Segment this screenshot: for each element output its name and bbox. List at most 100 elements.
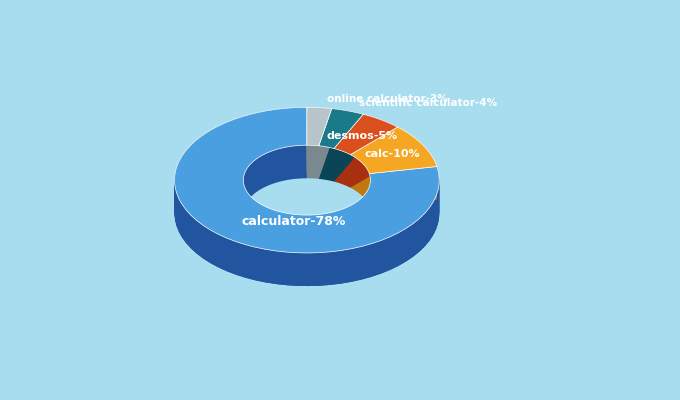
- Polygon shape: [319, 142, 363, 182]
- Polygon shape: [350, 132, 437, 178]
- Polygon shape: [334, 131, 398, 171]
- Polygon shape: [334, 132, 398, 172]
- Polygon shape: [334, 138, 398, 179]
- Polygon shape: [307, 116, 332, 155]
- Polygon shape: [334, 130, 398, 170]
- Polygon shape: [319, 138, 363, 178]
- Polygon shape: [307, 135, 332, 173]
- Polygon shape: [307, 107, 332, 142]
- Polygon shape: [334, 142, 398, 182]
- Polygon shape: [175, 110, 439, 255]
- Polygon shape: [175, 115, 439, 261]
- Polygon shape: [334, 128, 398, 169]
- Polygon shape: [334, 144, 398, 184]
- Polygon shape: [175, 111, 439, 256]
- Text: desmos-5%: desmos-5%: [326, 130, 398, 140]
- Polygon shape: [175, 127, 439, 273]
- Polygon shape: [319, 140, 363, 180]
- Polygon shape: [175, 132, 439, 277]
- Polygon shape: [319, 125, 363, 165]
- Polygon shape: [319, 122, 363, 162]
- Polygon shape: [307, 129, 332, 168]
- Polygon shape: [175, 114, 439, 260]
- Polygon shape: [307, 125, 332, 164]
- Polygon shape: [175, 120, 439, 265]
- Polygon shape: [175, 120, 439, 266]
- Polygon shape: [334, 145, 398, 186]
- Polygon shape: [319, 109, 363, 148]
- Polygon shape: [350, 127, 437, 174]
- Polygon shape: [307, 136, 332, 174]
- Polygon shape: [175, 139, 439, 285]
- Polygon shape: [350, 149, 437, 196]
- Polygon shape: [350, 132, 437, 179]
- Text: calculator-78%: calculator-78%: [241, 215, 346, 228]
- Polygon shape: [307, 120, 332, 158]
- Polygon shape: [307, 114, 332, 152]
- Polygon shape: [350, 152, 437, 199]
- Polygon shape: [334, 121, 398, 161]
- Polygon shape: [334, 115, 398, 156]
- Text: online calculator-3%: online calculator-3%: [328, 94, 448, 104]
- Polygon shape: [307, 133, 332, 171]
- Polygon shape: [319, 133, 363, 173]
- Polygon shape: [350, 139, 437, 186]
- Polygon shape: [307, 139, 332, 178]
- Polygon shape: [350, 135, 437, 181]
- Polygon shape: [175, 133, 439, 278]
- Polygon shape: [307, 108, 332, 147]
- Polygon shape: [334, 125, 398, 166]
- Polygon shape: [307, 113, 332, 151]
- Polygon shape: [334, 138, 398, 178]
- Polygon shape: [350, 145, 437, 191]
- Polygon shape: [350, 142, 437, 189]
- Polygon shape: [307, 126, 332, 164]
- Polygon shape: [307, 115, 332, 154]
- Polygon shape: [319, 134, 363, 174]
- Polygon shape: [319, 121, 363, 161]
- Text: calc-10%: calc-10%: [365, 149, 420, 159]
- Polygon shape: [334, 126, 398, 167]
- Polygon shape: [334, 136, 398, 177]
- Polygon shape: [319, 127, 363, 167]
- Polygon shape: [350, 150, 437, 197]
- Polygon shape: [334, 123, 398, 164]
- Polygon shape: [307, 120, 332, 159]
- Polygon shape: [319, 115, 363, 155]
- Polygon shape: [350, 155, 437, 201]
- Polygon shape: [334, 116, 398, 157]
- Polygon shape: [307, 118, 332, 157]
- Polygon shape: [175, 124, 439, 270]
- Polygon shape: [175, 136, 439, 282]
- Polygon shape: [307, 137, 332, 176]
- Polygon shape: [350, 137, 437, 184]
- Polygon shape: [334, 146, 398, 187]
- Polygon shape: [319, 118, 363, 157]
- Polygon shape: [175, 138, 439, 284]
- Polygon shape: [319, 120, 363, 160]
- Polygon shape: [319, 141, 363, 180]
- Polygon shape: [334, 118, 398, 158]
- Polygon shape: [334, 128, 398, 168]
- Polygon shape: [350, 130, 437, 177]
- Polygon shape: [350, 159, 437, 206]
- Polygon shape: [175, 123, 439, 268]
- Polygon shape: [334, 135, 398, 176]
- Polygon shape: [175, 137, 439, 283]
- Polygon shape: [175, 140, 439, 286]
- Polygon shape: [175, 128, 439, 274]
- Polygon shape: [307, 128, 332, 167]
- Polygon shape: [307, 130, 332, 169]
- Polygon shape: [350, 144, 437, 190]
- Polygon shape: [363, 114, 398, 160]
- Polygon shape: [350, 146, 437, 192]
- Polygon shape: [307, 123, 332, 161]
- Polygon shape: [350, 128, 437, 175]
- Polygon shape: [319, 126, 363, 166]
- Polygon shape: [319, 131, 363, 170]
- Polygon shape: [307, 132, 332, 170]
- Polygon shape: [307, 112, 332, 150]
- Polygon shape: [398, 127, 437, 200]
- Polygon shape: [350, 134, 437, 180]
- Polygon shape: [334, 141, 398, 181]
